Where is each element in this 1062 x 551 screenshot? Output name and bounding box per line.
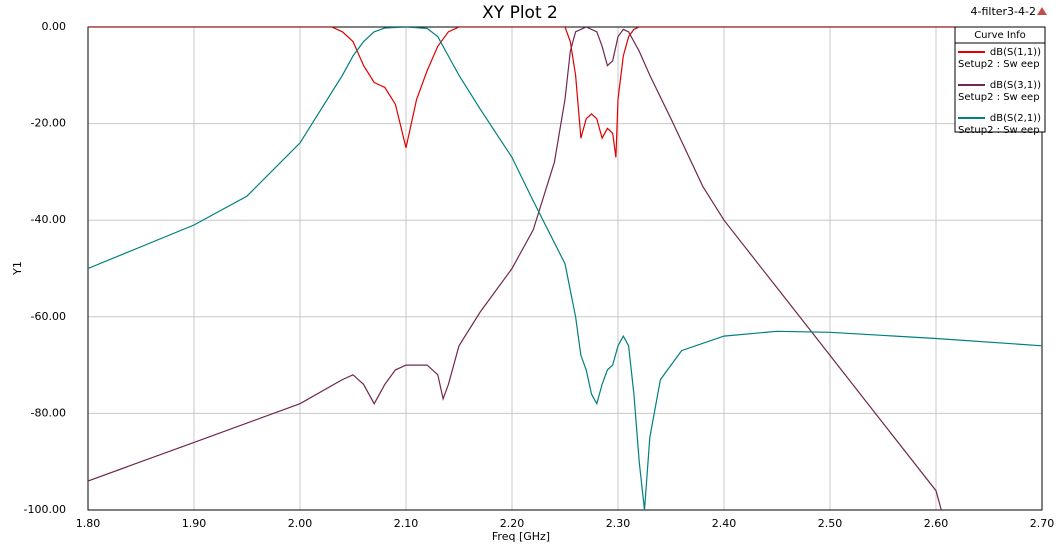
- legend-label: dB(S(1,1)): [990, 47, 1041, 58]
- legend-label: dB(S(2,1)): [990, 113, 1041, 124]
- x-tick-label: 2.20: [500, 517, 525, 530]
- legend-note: Setup2 : Sw eep: [958, 92, 1040, 103]
- x-tick-label: 2.00: [288, 517, 313, 530]
- y-tick-label: -60.00: [31, 310, 66, 323]
- legend-note: Setup2 : Sw eep: [958, 125, 1040, 136]
- y-tick-label: -20.00: [31, 117, 66, 130]
- y-tick-label: -40.00: [31, 213, 66, 226]
- y-tick-label: 0.00: [42, 20, 67, 33]
- legend-note: Setup2 : Sw eep: [958, 59, 1040, 70]
- x-axis-label: Freq [GHz]: [492, 530, 550, 543]
- x-tick-label: 2.40: [712, 517, 737, 530]
- x-tick-label: 2.70: [1030, 517, 1055, 530]
- legend-box: [954, 26, 1046, 133]
- x-tick-label: 1.90: [182, 517, 207, 530]
- series-line: [88, 27, 942, 510]
- legend-title: Curve Info: [974, 30, 1026, 41]
- y-tick-label: -80.00: [31, 406, 66, 419]
- plot-area: [88, 27, 1042, 510]
- y-tick-label: -100.00: [24, 503, 66, 516]
- y-axis-label: Y1: [11, 261, 24, 276]
- series-line: [88, 27, 1042, 158]
- x-tick-label: 1.80: [76, 517, 101, 530]
- x-tick-label: 2.60: [924, 517, 949, 530]
- chart-title: XY Plot 2: [482, 3, 558, 23]
- x-tick-label: 2.50: [818, 517, 843, 530]
- x-tick-label: 2.10: [394, 517, 419, 530]
- x-tick-label: 2.30: [606, 517, 631, 530]
- legend-label: dB(S(3,1)): [990, 80, 1041, 91]
- series-line: [88, 27, 1042, 510]
- icon: [1037, 7, 1047, 15]
- project-name: 4-filter3-4-2: [971, 5, 1037, 18]
